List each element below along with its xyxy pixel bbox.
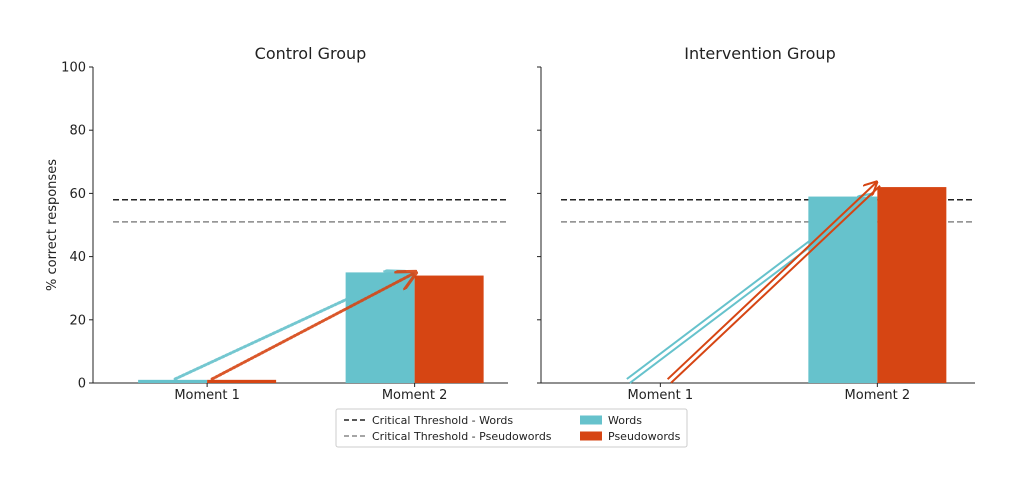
legend: Critical Threshold - Words Critical Thres…: [335, 408, 688, 448]
arrow-pseudowords-line-b: [666, 182, 877, 380]
panel-intervention: Intervention Group Moment 1 Moment 2: [537, 44, 975, 403]
arrow-pseudowords: [210, 272, 416, 381]
y-tick-label: 60: [69, 187, 86, 202]
legend-swatch-3: [580, 431, 602, 441]
bar-words-moment-2: [345, 272, 415, 383]
bar-pseudowords-moment-2: [414, 275, 484, 383]
y-tick-label: 100: [61, 61, 86, 76]
legend-label-0: Critical Threshold - Words: [372, 414, 513, 427]
y-tick-label: 80: [69, 124, 86, 139]
x-tick-label: Moment 2: [382, 388, 448, 403]
bar-pseudowords-moment-2: [877, 187, 947, 383]
legend-label-1: Critical Threshold - Pseudowords: [372, 430, 552, 443]
panel-title: Intervention Group: [684, 44, 835, 63]
legend-swatch-2: [580, 415, 602, 425]
panel-title: Control Group: [255, 44, 367, 63]
panel-control: Control Group 0 20 40 60 80 100 % correct respo…: [45, 44, 508, 403]
arrow-words: [173, 272, 405, 381]
arrow-pseudowords-line-a: [670, 185, 881, 384]
y-tick-label: 20: [69, 313, 86, 328]
x-tick-label: Moment 2: [845, 388, 911, 403]
bar-words-moment-2: [808, 196, 878, 383]
y-axis-label: % correct responses: [45, 159, 60, 291]
legend-label-2: Words: [608, 414, 642, 427]
legend-label-3: Pseudowords: [608, 430, 681, 443]
bar-pseudowords-moment-1: [207, 379, 277, 383]
x-tick-label: Moment 1: [174, 388, 240, 403]
y-tick-label: 40: [69, 250, 86, 265]
x-tick-label: Moment 1: [628, 388, 694, 403]
bar-words-moment-1: [138, 379, 208, 383]
y-tick-label: 0: [78, 377, 86, 392]
